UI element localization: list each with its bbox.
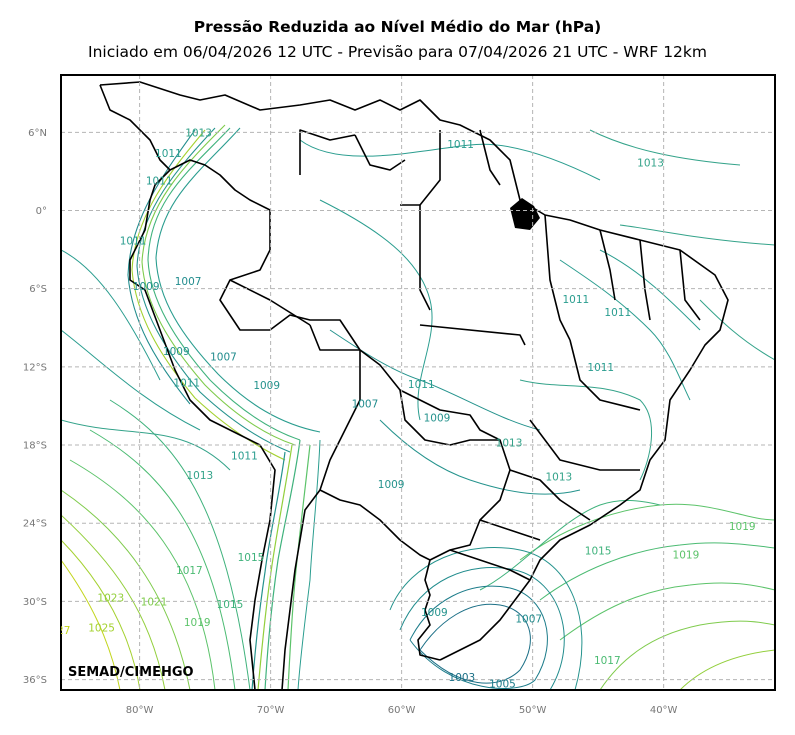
map-subtitle: Iniciado em 06/04/2026 12 UTC - Previsão… (88, 43, 707, 61)
isobar-value-label: 1011 (155, 148, 182, 160)
isobar-value-label: 1009 (163, 346, 190, 358)
lat-tick-label: 6°S (29, 284, 47, 295)
axis-ticks: 6°N 0° 6°S 12°S 18°S 24°S 30°S 36°S 80°W 70°W 60°W… (23, 128, 678, 716)
map-title: Pressão Reduzida ao Nível Médio do Mar (… (193, 18, 602, 36)
isobar-value-label: 1025 (88, 622, 115, 634)
isobar-value-label: 1013 (637, 157, 664, 169)
isobar-value-label: 1011 (604, 307, 631, 319)
lon-tick-label: 40°W (650, 705, 678, 716)
isobar-value-label: 1011 (562, 294, 589, 306)
isobar-value-label: 1011 (587, 362, 614, 374)
isobar-value-label: 1009 (378, 479, 405, 491)
isobar-value-label: 1007 (352, 398, 379, 410)
isobar-value-label: 1009 (133, 281, 160, 293)
isobar-value-label: 1011 (447, 139, 474, 151)
isobar-value-label: 1003 (449, 672, 476, 684)
isobar-value-label: 1011 (173, 378, 200, 390)
isobar-labels: 1013101110111013101110111007100910111011… (44, 127, 756, 690)
isobar-lines (61, 124, 775, 690)
isobar-value-label: 1007 (210, 351, 237, 363)
lat-tick-label: 12°S (23, 362, 47, 373)
isobar-value-label: 1005 (489, 678, 516, 690)
isobar-value-label: 1009 (253, 380, 280, 392)
lat-tick-label: 0° (36, 206, 47, 217)
isobar-value-label: 1011 (231, 450, 258, 462)
isobar-value-label: 1011 (408, 379, 435, 391)
isobar-value-label: 1007 (515, 613, 542, 625)
lat-tick-label: 6°N (28, 128, 47, 139)
isobar-value-label: 1013 (185, 127, 212, 139)
isobar-value-label: 1009 (421, 607, 448, 619)
isobar-value-label: 1007 (175, 276, 202, 288)
lon-tick-label: 60°W (388, 705, 416, 716)
isobar-value-label: 1015 (217, 599, 244, 611)
isobar-value-label: 1017 (176, 565, 203, 577)
isobar-value-label: 1015 (585, 546, 612, 558)
isobar-value-label: 1019 (673, 549, 700, 561)
isobar-value-label: 1027 (44, 625, 71, 637)
isobar-value-label: 1019 (729, 521, 756, 533)
isobar-value-label: 1009 (424, 413, 451, 425)
credit-label: SEMAD/CIMEHGO (68, 665, 194, 680)
isobar-value-label: 1019 (184, 617, 211, 629)
lon-tick-label: 70°W (257, 705, 285, 716)
isobar-value-label: 1013 (496, 437, 523, 449)
map-frame (60, 74, 776, 691)
lat-tick-label: 18°S (23, 441, 47, 452)
lon-tick-label: 50°W (519, 705, 547, 716)
isobar-value-label: 1015 (238, 552, 265, 564)
isobar-value-label: 1011 (120, 235, 147, 247)
lat-tick-label: 36°S (23, 675, 47, 686)
isobar-value-label: 1011 (146, 176, 173, 188)
marajo-island-icon (510, 198, 540, 230)
isobar-value-label: 1023 (97, 592, 124, 604)
lat-tick-label: 24°S (23, 519, 47, 530)
lat-tick-label: 30°S (23, 597, 47, 608)
isobar-value-label: 1013 (545, 471, 572, 483)
lon-tick-label: 80°W (126, 705, 154, 716)
isobar-value-label: 1013 (187, 470, 214, 482)
isobar-value-label: 1021 (141, 596, 168, 608)
isobar-value-label: 1017 (594, 655, 621, 667)
graticule (61, 75, 775, 690)
